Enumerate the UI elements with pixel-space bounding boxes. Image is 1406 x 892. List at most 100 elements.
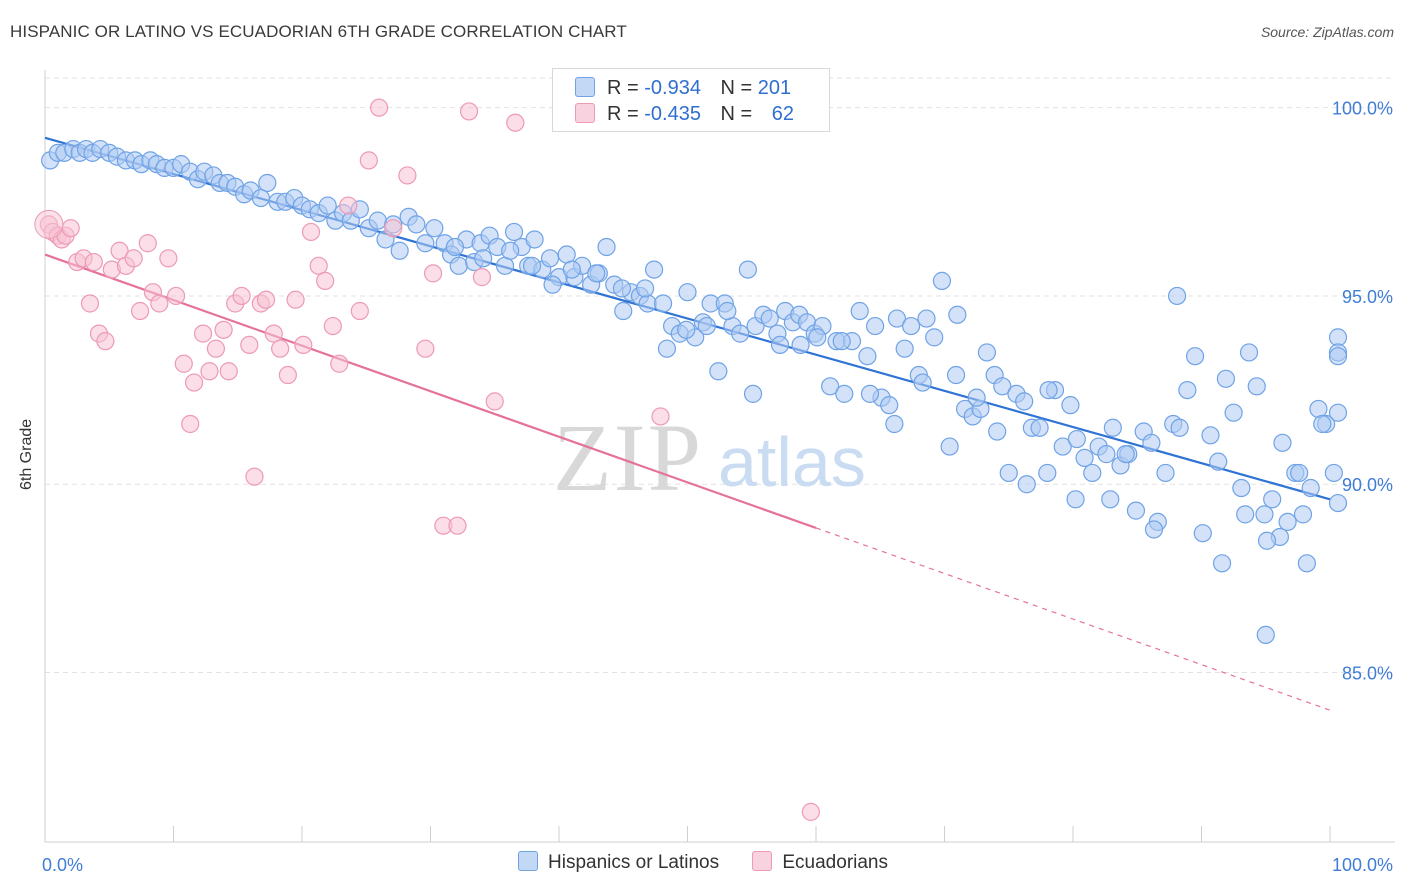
point-ecuadorians — [200, 362, 219, 381]
point-ecuadorians — [138, 234, 157, 253]
point-hispanics — [999, 463, 1018, 483]
point-ecuadorians — [166, 286, 186, 306]
point-hispanics — [1212, 554, 1232, 573]
trend-line-ecuadorians-extension — [815, 527, 1331, 711]
point-ecuadorians — [181, 414, 200, 434]
watermark-atlas: atlas — [718, 423, 866, 501]
point-hispanics — [1290, 463, 1309, 483]
point-hispanics — [1257, 531, 1277, 550]
legend-item-hispanics[interactable]: Hispanics or Latinos — [518, 851, 719, 874]
point-hispanics — [525, 230, 544, 249]
point-ecuadorians — [174, 354, 193, 373]
legend-item-ecuadorians[interactable]: Ecuadorians — [752, 851, 888, 874]
point-ecuadorians — [294, 335, 313, 355]
point-hispanics — [925, 328, 944, 347]
point-hispanics — [1209, 452, 1228, 471]
point-hispanics — [1256, 625, 1275, 644]
point-hispanics — [1247, 377, 1266, 396]
point-hispanics — [832, 332, 851, 351]
point-hispanics — [858, 347, 877, 366]
legend-r-value: -0.435 — [644, 103, 701, 125]
point-hispanics — [1097, 445, 1116, 464]
point-ecuadorians — [350, 301, 369, 321]
legend-row-ecuadorians: R = -0.435 N = 62 — [575, 103, 794, 127]
legend-swatch-hispanics — [575, 77, 595, 97]
point-hispanics — [967, 388, 986, 407]
point-hispanics — [709, 362, 728, 381]
point-hispanics — [1297, 554, 1316, 573]
watermark: ZIP atlas — [553, 404, 866, 511]
point-hispanics — [1273, 433, 1292, 452]
point-ecuadorians — [323, 316, 342, 336]
point-hispanics — [940, 437, 959, 456]
point-hispanics — [501, 241, 520, 260]
point-hispanics — [1328, 328, 1348, 347]
point-hispanics — [738, 260, 757, 279]
y-tick-label: 90.0% — [1342, 475, 1393, 495]
point-hispanics — [731, 324, 750, 343]
point-hispanics — [390, 241, 409, 260]
point-hispanics — [850, 301, 869, 321]
point-hispanics — [760, 309, 779, 328]
point-hispanics — [543, 275, 562, 294]
point-hispanics — [1142, 433, 1161, 452]
point-hispanics — [425, 219, 444, 238]
point-ecuadorians — [80, 294, 100, 313]
point-ecuadorians — [130, 301, 150, 321]
point-hispanics — [557, 245, 576, 264]
point-hispanics — [1293, 505, 1313, 524]
point-hispanics — [540, 249, 560, 268]
point-hispanics — [1185, 347, 1205, 366]
legend-r-label: R = — [607, 77, 639, 99]
point-ecuadorians — [214, 320, 233, 339]
point-hispanics — [1075, 448, 1094, 467]
point-hispanics — [821, 377, 840, 396]
point-hispanics — [913, 373, 932, 392]
point-hispanics — [948, 305, 967, 324]
point-hispanics — [657, 339, 677, 358]
point-hispanics — [1236, 505, 1255, 524]
watermark-zip: ZIP — [553, 404, 703, 511]
point-hispanics — [977, 343, 997, 362]
point-hispanics — [835, 384, 854, 403]
point-ecuadorians — [159, 249, 178, 268]
x-tick-labels: 0.0% 100.0% — [42, 855, 1393, 875]
point-hispanics — [504, 222, 524, 242]
point-ecuadorians — [651, 407, 670, 426]
point-hispanics — [368, 211, 387, 230]
chart-source: Source: ZipAtlas.com — [1260, 24, 1394, 40]
point-hispanics — [1167, 286, 1187, 306]
point-ecuadorians — [286, 290, 305, 309]
point-hispanics — [1224, 403, 1243, 422]
point-hispanics — [917, 309, 936, 328]
point-ecuadorians — [256, 290, 276, 309]
x-tick-label-max: 100.0% — [1332, 855, 1393, 875]
point-hispanics — [887, 309, 907, 328]
point-hispanics — [1061, 396, 1080, 415]
point-hispanics — [901, 316, 921, 336]
point-hispanics — [1193, 524, 1212, 543]
point-hispanics — [791, 335, 810, 355]
legend-r-label: R = — [607, 103, 639, 125]
point-hispanics — [614, 301, 633, 321]
point-ecuadorians — [84, 252, 103, 272]
point-hispanics — [1201, 426, 1220, 445]
point-hispanics — [1144, 520, 1164, 539]
point-hispanics — [1232, 478, 1251, 498]
point-hispanics — [1324, 463, 1343, 483]
point-ecuadorians — [232, 286, 251, 306]
point-hispanics — [407, 215, 426, 234]
point-hispanics — [1263, 490, 1282, 509]
axes — [44, 70, 1395, 843]
point-hispanics — [638, 294, 657, 313]
point-hispanics — [1067, 429, 1086, 449]
point-hispanics — [1328, 493, 1348, 513]
point-hispanics — [1030, 418, 1049, 437]
point-hispanics — [866, 316, 885, 336]
point-hispanics — [895, 339, 914, 358]
point-hispanics — [1255, 505, 1274, 524]
point-hispanics — [495, 256, 515, 275]
point-hispanics — [860, 384, 880, 403]
data-points — [34, 98, 1348, 821]
